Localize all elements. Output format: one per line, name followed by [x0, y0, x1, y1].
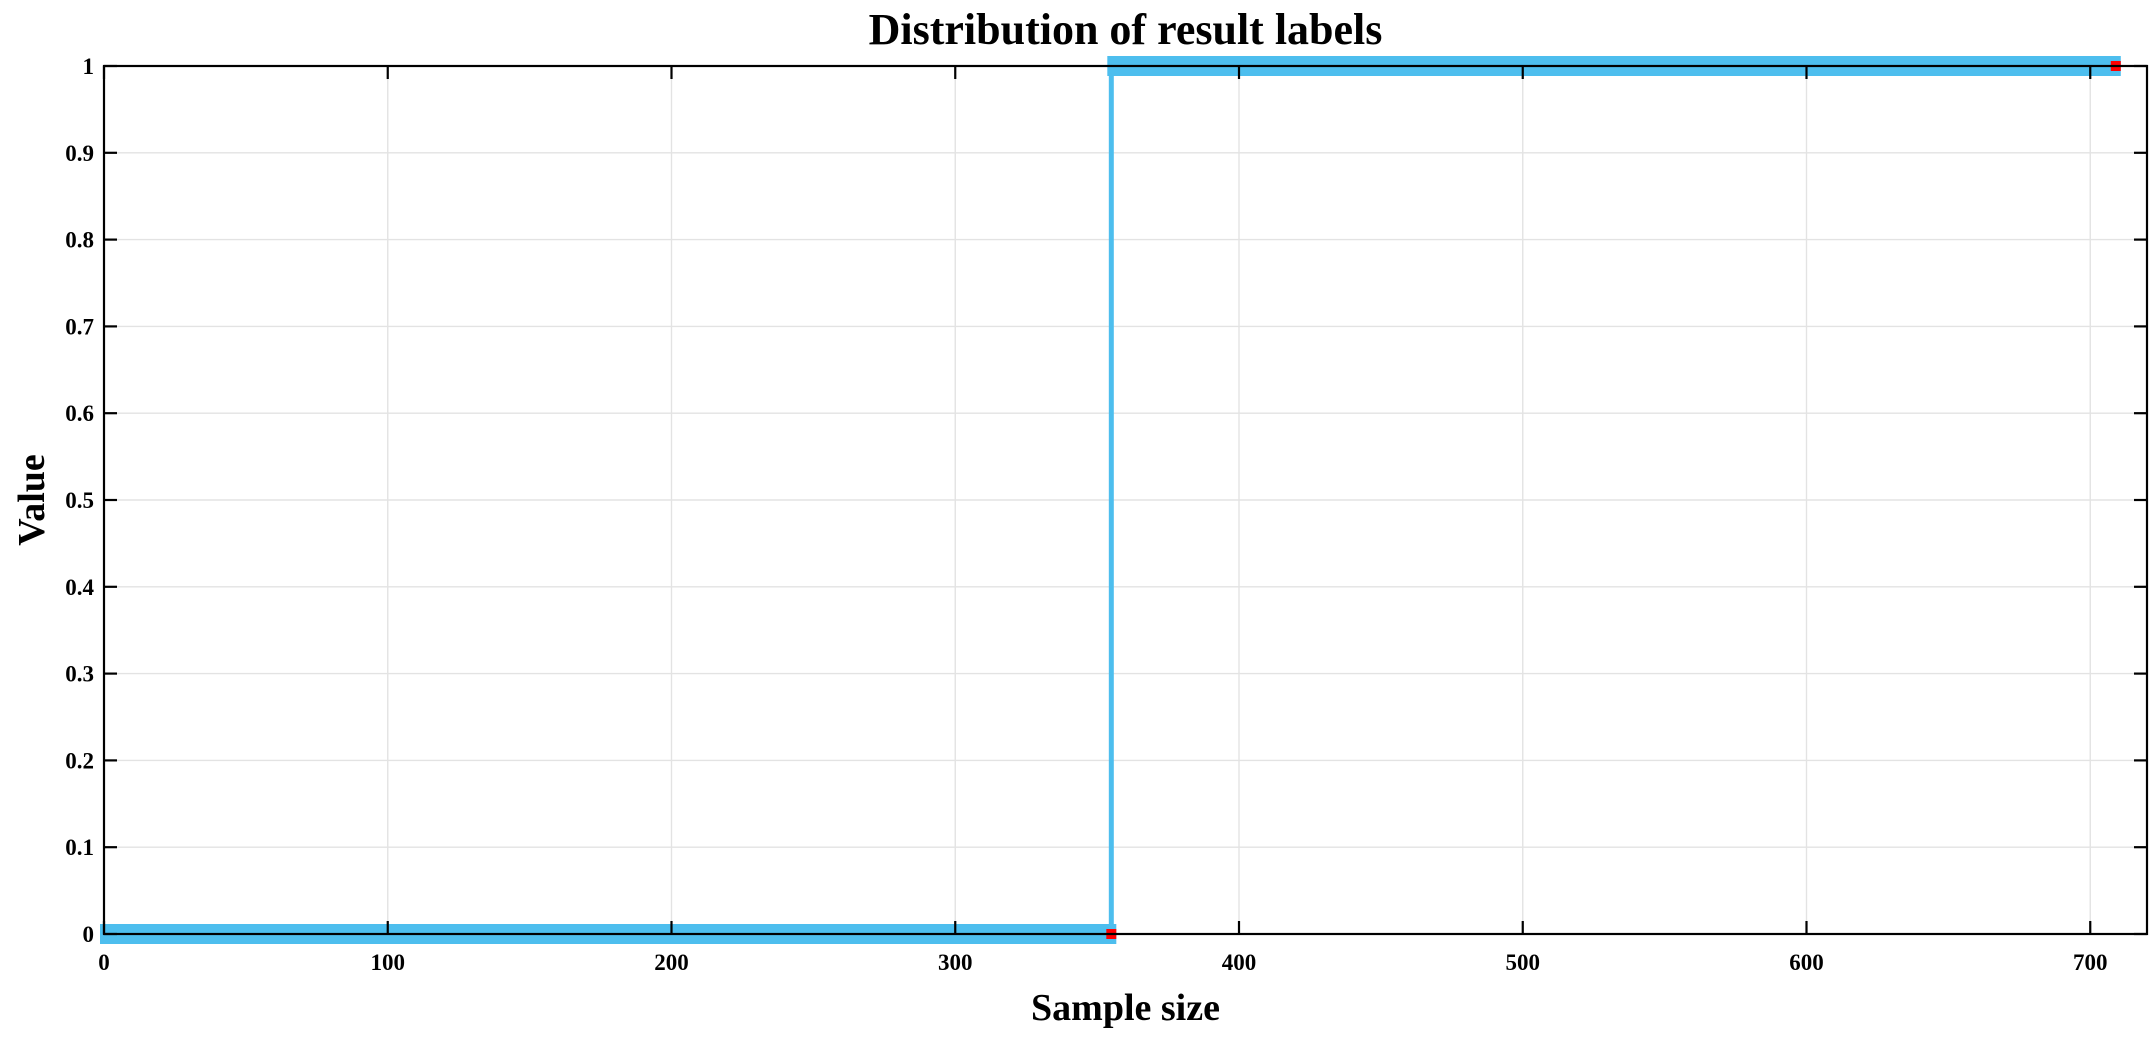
x-tick-label: 700	[2073, 950, 2108, 975]
x-tick-label: 0	[98, 950, 110, 975]
y-tick-label: 1	[83, 54, 95, 79]
x-tick-labels: 0 100 200 300 400 500 600 700	[98, 950, 2107, 975]
grid-layer	[104, 66, 2147, 934]
y-axis-label: Value	[11, 454, 53, 546]
y-tick-label: 0.1	[65, 835, 94, 860]
y-tick-label: 0.3	[65, 662, 94, 687]
y-tick-label: 0.7	[65, 314, 94, 339]
chart-title: Distribution of result labels	[869, 5, 1383, 54]
y-tick-label: 0	[83, 922, 95, 947]
y-tick-labels: 0 0.1 0.2 0.3 0.4 0.5 0.6 0.7 0.8 0.9 1	[65, 54, 94, 947]
y-tick-label: 0.4	[65, 575, 94, 600]
x-axis-label: Sample size	[1031, 987, 1220, 1029]
y-tick-label: 0.2	[65, 748, 94, 773]
y-tick-label: 0.9	[65, 141, 94, 166]
x-tick-label: 100	[371, 950, 406, 975]
x-tick-label: 200	[654, 950, 689, 975]
y-tick-label: 0.5	[65, 488, 94, 513]
x-tick-label: 400	[1222, 950, 1257, 975]
x-tick-label: 300	[938, 950, 973, 975]
tick-layer	[102, 64, 2147, 936]
y-tick-label: 0.6	[65, 401, 94, 426]
x-tick-label: 600	[1789, 950, 1824, 975]
x-tick-label: 500	[1506, 950, 1541, 975]
y-tick-label: 0.8	[65, 228, 94, 253]
